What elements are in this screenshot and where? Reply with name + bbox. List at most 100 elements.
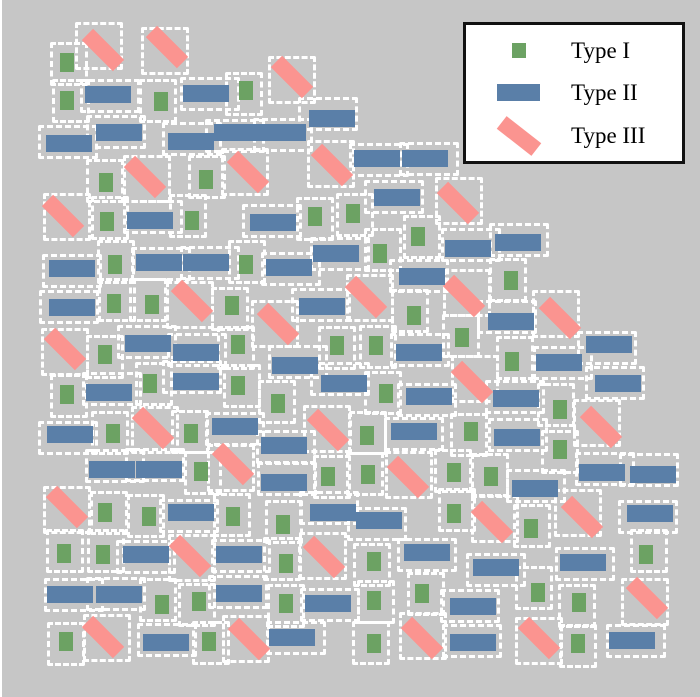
type2-rect xyxy=(266,258,312,276)
type1-square xyxy=(346,203,360,223)
type2-rect xyxy=(183,84,229,102)
cell-outline xyxy=(116,540,176,574)
type2-rect xyxy=(586,335,632,353)
cell-outline xyxy=(346,452,384,496)
type3-swatch-icon xyxy=(496,115,541,156)
type2-rect xyxy=(173,343,219,361)
cell-outline xyxy=(310,237,370,271)
cell-outline xyxy=(407,572,445,616)
type1-square xyxy=(447,462,461,482)
type2-rect xyxy=(261,436,307,454)
type1-square xyxy=(194,461,208,481)
type1-square xyxy=(202,631,216,651)
cell-outline xyxy=(117,325,177,359)
cell-outline xyxy=(192,621,230,665)
cell-outline xyxy=(180,77,240,111)
cell-outline xyxy=(310,362,370,396)
type1-swatch-box xyxy=(466,42,571,58)
type2-rect xyxy=(216,584,262,602)
type2-rect xyxy=(402,149,448,167)
cell-outline xyxy=(123,200,183,234)
cell-outline xyxy=(336,193,374,237)
type1-square xyxy=(57,543,71,563)
type3-rect xyxy=(211,442,255,486)
type2-rect xyxy=(269,628,315,646)
cell-outline xyxy=(300,588,360,622)
type2-rect xyxy=(125,334,171,352)
type2-rect xyxy=(47,425,93,443)
type3-rect xyxy=(470,500,514,544)
type1-square xyxy=(505,351,519,371)
cell-outline xyxy=(47,622,85,666)
type1-square xyxy=(107,293,121,313)
type1-square xyxy=(447,503,461,523)
legend-item-type2: Type II xyxy=(466,73,682,113)
cell-outline xyxy=(159,499,219,533)
type1-square xyxy=(369,335,383,355)
type3-swatch-box xyxy=(466,115,571,156)
type1-square xyxy=(60,52,74,72)
cell-outline xyxy=(135,362,173,406)
cell-outline xyxy=(364,228,402,272)
type2-rect xyxy=(404,543,450,561)
type1-square xyxy=(464,421,478,441)
type3-rect xyxy=(538,296,582,340)
cell-outline xyxy=(137,623,197,657)
type3-rect xyxy=(43,327,87,371)
cell-outline xyxy=(630,529,668,573)
type3-rect xyxy=(625,576,669,620)
cell-outline xyxy=(258,380,296,424)
legend-item-type3: Type III xyxy=(466,115,682,156)
type1-square xyxy=(379,383,393,403)
type1-square xyxy=(239,80,253,100)
type1-square xyxy=(154,91,168,111)
type2-rect xyxy=(595,374,641,392)
type2-rect xyxy=(579,463,625,481)
cell-outline xyxy=(211,287,249,331)
type1-square xyxy=(415,583,429,603)
type2-rect xyxy=(495,233,541,251)
cell-outline xyxy=(390,333,450,367)
type1-square xyxy=(330,335,344,355)
type1-square xyxy=(321,466,335,486)
cell-outline xyxy=(208,575,268,609)
type1-square xyxy=(553,439,567,459)
type2-rect xyxy=(216,545,262,563)
type2-rect xyxy=(445,239,491,257)
cell-outline xyxy=(178,583,216,627)
type1-square xyxy=(367,590,381,610)
type1-square xyxy=(59,631,73,651)
cell-outline xyxy=(213,493,251,537)
cell-outline xyxy=(263,537,301,581)
cell-outline xyxy=(364,180,424,214)
cell-outline xyxy=(267,584,305,628)
cell-outline xyxy=(86,159,124,203)
cell-outline xyxy=(42,254,102,288)
type1-square xyxy=(360,425,374,445)
type3-rect xyxy=(227,617,271,661)
type2-swatch-box xyxy=(466,84,571,102)
cell-outline xyxy=(86,115,146,149)
type2-rect xyxy=(313,244,359,262)
type3-rect xyxy=(41,194,85,238)
type2-rect xyxy=(493,389,539,407)
cell-outline xyxy=(496,336,534,380)
type1-square xyxy=(524,518,538,538)
type1-square xyxy=(98,502,112,522)
type2-rect xyxy=(47,585,93,603)
cell-outline xyxy=(513,504,551,548)
type2-rect xyxy=(354,149,400,167)
type2-rect xyxy=(321,374,367,392)
type1-square xyxy=(407,305,421,325)
type1-square xyxy=(411,226,425,246)
cell-outline xyxy=(384,417,444,451)
cell-outline xyxy=(442,314,480,358)
cell-outline xyxy=(184,451,222,495)
type1-square xyxy=(142,506,156,526)
type3-rect xyxy=(310,143,354,187)
type2-rect xyxy=(396,343,442,361)
type2-rect xyxy=(214,123,260,141)
cell-outline xyxy=(162,360,222,394)
type1-square xyxy=(60,384,74,404)
cell-outline xyxy=(488,418,548,452)
